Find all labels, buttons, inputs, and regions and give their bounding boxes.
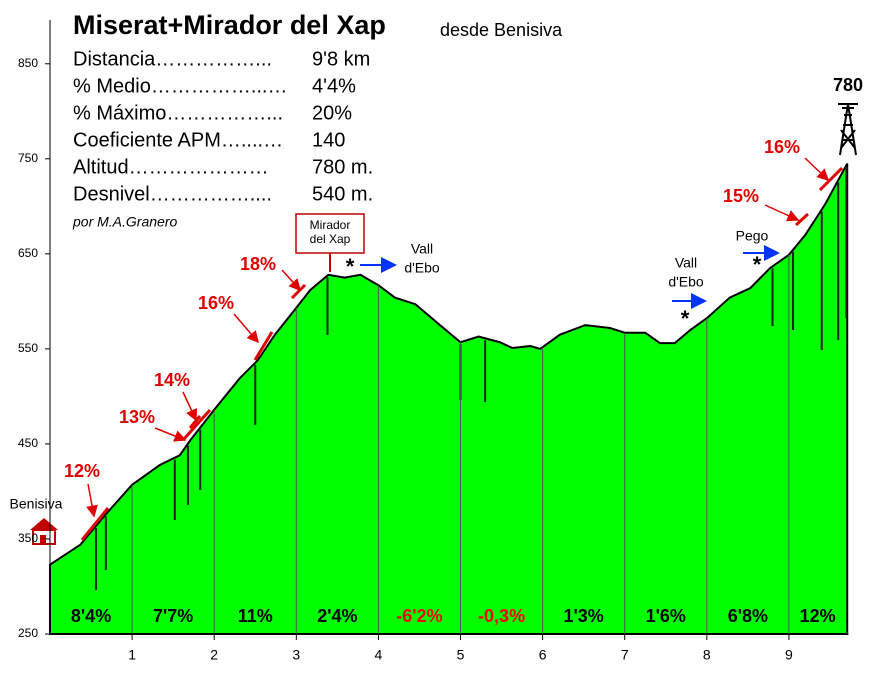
credit: por M.A.Granero [72, 214, 177, 230]
x-tick-label: 6 [539, 647, 547, 663]
x-tick-label: 3 [292, 647, 300, 663]
place-label: Pego [736, 228, 769, 244]
place-label: del Xap [310, 232, 351, 246]
slope-segment [818, 166, 844, 192]
slope-label: 16% [198, 293, 234, 313]
y-tick-label: 350 [18, 531, 38, 545]
y-tick-label: 250 [18, 626, 38, 640]
place-label: Benisiva [10, 496, 63, 512]
x-tick-label: 9 [785, 647, 793, 663]
segment-label: -6'2% [396, 606, 442, 626]
y-tick-label: 550 [18, 341, 38, 355]
place-label: Vall [411, 241, 433, 257]
stat-label: Desnivel…………….... [73, 183, 272, 205]
chart-subtitle: desde Benisiva [440, 20, 563, 40]
y-tick-label: 750 [18, 151, 38, 165]
segment-label: 2'4% [317, 606, 357, 626]
segment-label: 8'4% [71, 606, 111, 626]
slope-arrow [764, 204, 800, 222]
slope-arrow [154, 427, 187, 442]
summit-label: 780 [833, 75, 863, 95]
place-label: d'Ebo [404, 260, 440, 276]
tower-icon [838, 103, 858, 156]
stat-value: 540 m. [312, 183, 373, 205]
slope-label: 16% [764, 137, 800, 157]
slope-segment [290, 283, 307, 300]
slope-segment [253, 331, 274, 361]
slope-label: 12% [64, 461, 100, 481]
x-tick-label: 2 [210, 647, 218, 663]
stat-label: Distancia……………... [73, 48, 272, 70]
slope-arrow [233, 313, 259, 344]
stat-value: 9'8 km [312, 48, 370, 70]
slope-label: 13% [119, 407, 155, 427]
label-box [295, 213, 365, 254]
slope-arrow [281, 269, 302, 292]
stat-label: Altitud………………… [73, 156, 269, 178]
x-tick-label: 8 [703, 647, 711, 663]
slope-segment [794, 212, 810, 227]
chart-title: Miserat+Mirador del Xap [73, 10, 386, 40]
slope-arrow [86, 483, 98, 518]
stat-value: 140 [312, 129, 345, 151]
place-label: d'Ebo [668, 274, 704, 290]
marker: * [753, 252, 762, 277]
segment-label: 7'7% [153, 606, 193, 626]
x-tick-label: 7 [621, 647, 629, 663]
slope-arrow [804, 157, 830, 182]
marker: * [346, 254, 355, 279]
place-label: Vall [675, 255, 697, 271]
x-tick-label: 5 [457, 647, 465, 663]
x-tick-label: 1 [128, 647, 136, 663]
slope-label: 18% [240, 254, 276, 274]
stat-value: 780 m. [312, 156, 373, 178]
slope-arrow [182, 391, 198, 422]
segment-label: 1'3% [564, 606, 604, 626]
stat-label: % Medio……………...… [73, 75, 287, 97]
marker: * [681, 306, 690, 331]
segment-label: 1'6% [646, 606, 686, 626]
slope-label: 14% [154, 370, 190, 390]
place-label: Mirador [310, 218, 351, 232]
stat-label: % Máximo……………... [73, 102, 283, 124]
segment-label: -0,3% [478, 606, 525, 626]
y-tick-label: 850 [18, 56, 38, 70]
stat-value: 4'4% [312, 75, 356, 97]
y-tick-label: 650 [18, 246, 38, 260]
segment-label: 12% [800, 606, 836, 626]
slope-label: 15% [723, 186, 759, 206]
slope-segment [188, 415, 202, 429]
stat-label: Coeficiente APM…....… [73, 129, 283, 151]
segment-label: 11% [238, 606, 273, 626]
slope-segment [80, 507, 110, 541]
profile-area [49, 163, 849, 635]
slope-segment [181, 408, 212, 442]
segment-label: 6'8% [728, 606, 768, 626]
stat-value: 20% [312, 102, 352, 124]
y-tick-label: 450 [18, 436, 38, 450]
x-tick-label: 4 [375, 647, 383, 663]
